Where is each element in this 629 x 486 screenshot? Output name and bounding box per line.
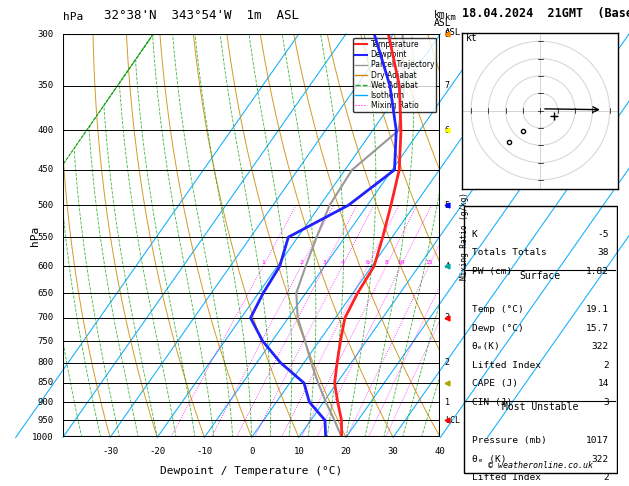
Text: 2: 2	[603, 473, 609, 482]
Text: 1: 1	[261, 260, 265, 265]
Text: Lifted Index: Lifted Index	[472, 361, 541, 370]
Text: 15.7: 15.7	[586, 324, 609, 333]
Text: 18.04.2024  21GMT  (Base: 00): 18.04.2024 21GMT (Base: 00)	[462, 7, 629, 20]
Text: 350: 350	[38, 81, 54, 90]
Text: 450: 450	[38, 165, 54, 174]
Text: CAPE (J): CAPE (J)	[472, 379, 518, 388]
Text: 650: 650	[38, 289, 54, 297]
Text: 38: 38	[598, 248, 609, 257]
Text: θₑ(K): θₑ(K)	[472, 342, 501, 351]
Text: 40: 40	[435, 448, 446, 456]
Text: 6: 6	[445, 126, 450, 135]
Text: 3: 3	[445, 313, 450, 322]
Text: 2: 2	[445, 358, 450, 367]
Text: 5: 5	[445, 201, 450, 209]
Text: PW (cm): PW (cm)	[472, 267, 512, 276]
Text: 550: 550	[38, 233, 54, 242]
Text: 2: 2	[299, 260, 303, 265]
Text: -10: -10	[196, 448, 213, 456]
Text: 300: 300	[38, 30, 54, 38]
Text: 0: 0	[249, 448, 254, 456]
Text: -20: -20	[149, 448, 165, 456]
Text: 15: 15	[425, 260, 433, 265]
Text: CIN (J): CIN (J)	[472, 398, 512, 407]
Text: 322: 322	[592, 455, 609, 464]
Text: Temp (°C): Temp (°C)	[472, 305, 523, 314]
Text: 1: 1	[445, 398, 450, 407]
Text: 800: 800	[38, 358, 54, 367]
Text: kt: kt	[466, 33, 477, 43]
Text: 8: 8	[384, 260, 388, 265]
Text: ASL: ASL	[445, 28, 461, 37]
Text: 7: 7	[445, 81, 450, 90]
Text: 1.82: 1.82	[586, 267, 609, 276]
Text: Dewpoint / Temperature (°C): Dewpoint / Temperature (°C)	[160, 466, 343, 476]
Text: 2: 2	[603, 361, 609, 370]
Text: 20: 20	[340, 448, 352, 456]
Text: Surface: Surface	[520, 272, 561, 281]
Text: Dewp (°C): Dewp (°C)	[472, 324, 523, 333]
Text: 4: 4	[445, 262, 450, 271]
Legend: Temperature, Dewpoint, Parcel Trajectory, Dry Adiabat, Wet Adiabat, Isotherm, Mi: Temperature, Dewpoint, Parcel Trajectory…	[353, 38, 437, 112]
Text: ASL: ASL	[434, 17, 452, 28]
Text: 4: 4	[340, 260, 344, 265]
Text: Mixing Ratio (g/kg): Mixing Ratio (g/kg)	[460, 192, 469, 279]
Text: 3: 3	[323, 260, 326, 265]
Text: 700: 700	[38, 313, 54, 322]
Text: -5: -5	[598, 230, 609, 239]
Text: km: km	[445, 13, 455, 22]
Text: 8: 8	[445, 30, 450, 38]
Text: 10: 10	[293, 448, 304, 456]
Text: -30: -30	[102, 448, 118, 456]
Text: km: km	[434, 10, 446, 20]
Text: Most Unstable: Most Unstable	[502, 402, 579, 413]
Text: θₑ (K): θₑ (K)	[472, 455, 506, 464]
Text: Lifted Index: Lifted Index	[472, 473, 541, 482]
Text: 30: 30	[387, 448, 399, 456]
Text: 1017: 1017	[586, 436, 609, 445]
Text: K: K	[472, 230, 477, 239]
Text: 600: 600	[38, 262, 54, 271]
Text: 19.1: 19.1	[586, 305, 609, 314]
Text: 32°38'N  343°54'W  1m  ASL: 32°38'N 343°54'W 1m ASL	[104, 9, 299, 22]
Text: 400: 400	[38, 126, 54, 135]
Text: hPa: hPa	[63, 12, 83, 22]
Text: 850: 850	[38, 379, 54, 387]
Text: 900: 900	[38, 398, 54, 407]
Text: hPa: hPa	[30, 226, 40, 246]
Text: © weatheronline.co.uk: © weatheronline.co.uk	[488, 461, 593, 470]
Text: 3: 3	[603, 398, 609, 407]
Text: Pressure (mb): Pressure (mb)	[472, 436, 547, 445]
Text: 10: 10	[398, 260, 405, 265]
Text: Totals Totals: Totals Totals	[472, 248, 547, 257]
Text: 6: 6	[365, 260, 369, 265]
Text: 750: 750	[38, 336, 54, 346]
Text: 322: 322	[592, 342, 609, 351]
Text: LCL: LCL	[445, 416, 460, 425]
Text: 950: 950	[38, 416, 54, 425]
Text: 1000: 1000	[32, 433, 54, 442]
Text: 500: 500	[38, 201, 54, 209]
Text: 14: 14	[598, 379, 609, 388]
